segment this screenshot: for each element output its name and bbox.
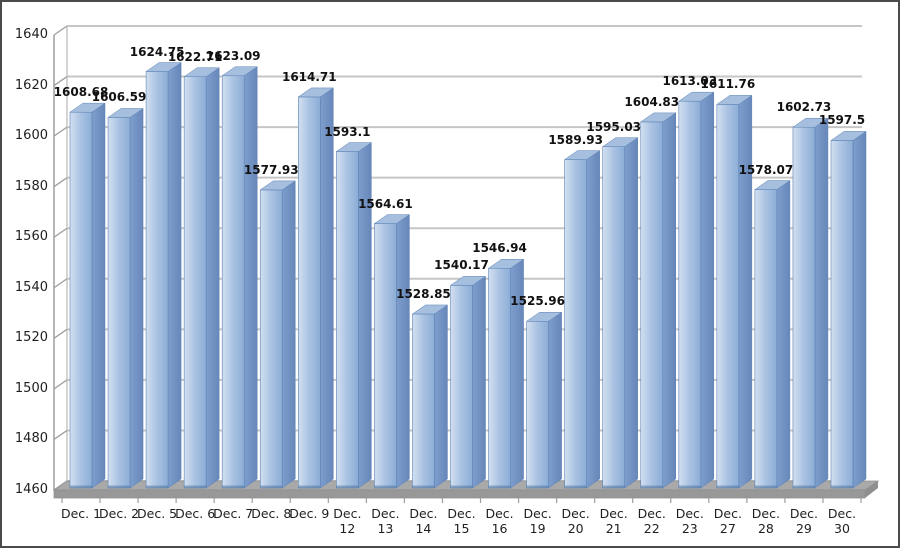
bar-top-face <box>563 150 601 160</box>
bar-top-face <box>297 87 335 98</box>
bar-base-shade <box>222 485 245 488</box>
bar-front-face <box>754 189 778 489</box>
bar-side-face <box>205 67 220 489</box>
bar-front-face <box>678 100 702 489</box>
bar-top-face <box>335 142 373 152</box>
bar-base-shade <box>602 485 625 488</box>
bar-side-face <box>776 180 791 489</box>
bar-side-face <box>243 66 258 489</box>
bar-top-face <box>754 180 791 190</box>
bar-base-shade <box>374 485 397 488</box>
bar-base-shade <box>450 485 473 488</box>
axis-depth-connector <box>53 177 68 188</box>
bar-top-face <box>411 304 449 315</box>
axis-depth-connector <box>53 227 68 238</box>
bar-base-shade <box>564 485 587 488</box>
bar-top-face <box>525 312 563 322</box>
bar-side-face <box>167 62 182 489</box>
bar-front-face <box>488 267 511 489</box>
bar-front-face <box>183 76 207 489</box>
bar-front-face <box>221 75 245 489</box>
bar-top-face <box>716 95 753 105</box>
bar-top-face <box>221 66 259 76</box>
bar-front-face <box>602 146 626 489</box>
bar-top-face <box>69 102 106 113</box>
bar-front-face <box>374 223 397 489</box>
bar-side-face <box>129 107 144 489</box>
bar-side-face <box>548 311 562 489</box>
bar-front-face <box>107 117 131 489</box>
bar-top-face <box>449 276 487 286</box>
bar-top-face <box>830 131 867 141</box>
bar-base-shade <box>70 485 92 488</box>
bar-side-face <box>358 142 372 489</box>
bar-front-face <box>526 320 549 489</box>
bar-top-face <box>107 108 144 118</box>
bar-front-face <box>640 121 664 489</box>
bar-front-face <box>830 140 854 489</box>
bar-side-face <box>586 150 600 489</box>
bar-side-face <box>396 214 410 489</box>
bar-top-face <box>487 258 525 269</box>
axis-depth-connector <box>53 278 68 289</box>
bar-side-face <box>662 112 676 489</box>
bar-base-shade <box>678 485 701 488</box>
bar-side-face <box>434 304 448 489</box>
bar-side-face <box>814 117 829 489</box>
bar-front-face <box>259 189 283 489</box>
bar-front-face <box>69 111 93 489</box>
bar-front-face <box>716 104 740 489</box>
bar-side-face <box>91 102 106 489</box>
bar-base-shade <box>831 485 853 488</box>
bar-base-shade <box>184 485 207 488</box>
bar-side-face <box>282 180 296 489</box>
bar-front-face <box>297 96 321 489</box>
bar-front-face <box>564 159 587 489</box>
bar-side-face <box>700 91 715 489</box>
axis-depth-connector <box>53 25 68 36</box>
bar-side-face <box>852 130 867 489</box>
bar-side-face <box>320 87 334 489</box>
bar-front-face <box>336 151 359 489</box>
bar-base-shade <box>146 485 169 488</box>
bar-top-face <box>601 137 639 147</box>
bar-front-face <box>450 285 473 489</box>
floor-side <box>865 481 878 498</box>
bar-base-shade <box>336 485 359 488</box>
bar-top-face <box>792 117 829 128</box>
axis-depth-connector <box>53 126 68 137</box>
bar-base-shade <box>260 485 283 488</box>
bar-side-face <box>472 275 486 489</box>
bar-base-shade <box>754 485 777 488</box>
axis-depth-connector <box>53 76 68 87</box>
bar-base-shade <box>640 485 663 488</box>
bar-top-face <box>677 91 715 102</box>
bar-top-face <box>259 180 297 191</box>
bar-front-face <box>145 71 169 489</box>
bar-top-face <box>373 214 411 224</box>
bar-side-face <box>624 137 638 489</box>
floor-front <box>53 489 866 499</box>
bar-front-face <box>412 313 435 489</box>
axis-depth-connector <box>53 379 68 390</box>
bar-base-shade <box>716 485 739 488</box>
bar-top-face <box>639 112 677 123</box>
bar-base-shade <box>792 485 815 488</box>
bar-top-face <box>183 67 220 77</box>
axis-depth-connector <box>53 429 68 440</box>
bar-base-shade <box>526 485 549 488</box>
bar-base-shade <box>488 485 511 488</box>
bar-front-face <box>792 126 816 489</box>
axis-depth-connector <box>53 328 68 339</box>
bar-base-shade <box>108 485 131 488</box>
bar-top-face <box>145 62 182 72</box>
bar-side-face <box>510 258 524 489</box>
bar-base-shade <box>298 485 321 488</box>
bar-base-shade <box>412 485 435 488</box>
bar-side-face <box>738 94 753 489</box>
